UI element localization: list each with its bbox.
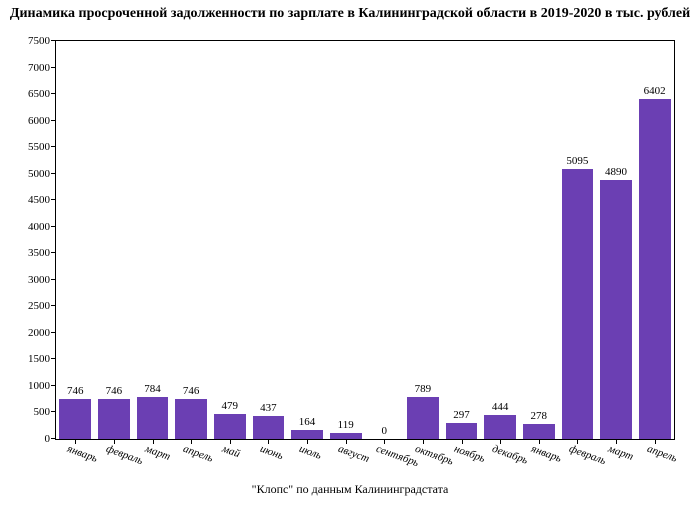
y-tick-mark bbox=[51, 252, 56, 253]
bar: 5095 bbox=[562, 169, 594, 439]
bar: 164 bbox=[291, 430, 323, 439]
x-tick-label: декабрь bbox=[491, 439, 531, 467]
y-tick-mark bbox=[51, 438, 56, 439]
bar-value-label: 444 bbox=[484, 401, 516, 415]
y-tick-mark bbox=[51, 226, 56, 227]
bar: 4890 bbox=[600, 180, 632, 439]
y-tick-mark bbox=[51, 93, 56, 94]
x-tick-label: февраль bbox=[568, 439, 609, 467]
x-tick-label: октябрь bbox=[413, 439, 456, 468]
bar-value-label: 6402 bbox=[639, 85, 671, 99]
x-tick-label: апрель bbox=[645, 439, 680, 465]
bar: 437 bbox=[253, 416, 285, 439]
x-tick-label: апрель bbox=[182, 439, 217, 465]
y-tick-label: 0 bbox=[45, 433, 57, 445]
bar-value-label: 479 bbox=[214, 400, 246, 414]
bar: 789 bbox=[407, 397, 439, 439]
bar: 444 bbox=[484, 415, 516, 439]
x-tick-label: ноябрь bbox=[452, 439, 488, 465]
y-tick-label: 2500 bbox=[28, 300, 56, 312]
bar-value-label: 789 bbox=[407, 383, 439, 397]
y-tick-mark bbox=[51, 305, 56, 306]
x-tick-label: июль bbox=[298, 439, 325, 462]
y-tick-label: 1500 bbox=[28, 353, 56, 365]
y-tick-mark bbox=[51, 199, 56, 200]
y-tick-label: 3000 bbox=[28, 274, 56, 286]
y-tick-mark bbox=[51, 332, 56, 333]
bar: 278 bbox=[523, 424, 555, 439]
y-tick-label: 1000 bbox=[28, 380, 56, 392]
x-tick-label: июнь bbox=[259, 439, 287, 462]
y-tick-mark bbox=[51, 120, 56, 121]
bar: 746 bbox=[175, 399, 207, 439]
chart-title: Динамика просроченной задолженности по з… bbox=[0, 6, 700, 22]
y-tick-mark bbox=[51, 173, 56, 174]
bar: 784 bbox=[137, 397, 169, 439]
bar-value-label: 0 bbox=[368, 425, 400, 439]
bar-value-label: 164 bbox=[291, 416, 323, 430]
y-tick-label: 500 bbox=[34, 406, 57, 418]
bar: 6402 bbox=[639, 99, 671, 439]
bar-value-label: 437 bbox=[253, 402, 285, 416]
x-tick-label: январь bbox=[529, 439, 564, 465]
y-tick-mark bbox=[51, 146, 56, 147]
y-tick-label: 5500 bbox=[28, 141, 56, 153]
y-tick-label: 4000 bbox=[28, 221, 56, 233]
y-tick-label: 5000 bbox=[28, 168, 56, 180]
x-tick-label: август bbox=[336, 439, 372, 465]
chart-container: Динамика просроченной задолженности по з… bbox=[0, 0, 700, 505]
x-tick-label: январь bbox=[66, 439, 101, 465]
y-tick-mark bbox=[51, 67, 56, 68]
y-tick-mark bbox=[51, 279, 56, 280]
bar-value-label: 5095 bbox=[562, 155, 594, 169]
bar-value-label: 746 bbox=[175, 385, 207, 399]
y-tick-label: 2000 bbox=[28, 327, 56, 339]
y-tick-mark bbox=[51, 40, 56, 41]
bar-value-label: 784 bbox=[137, 383, 169, 397]
bar-value-label: 119 bbox=[330, 419, 362, 433]
x-tick-label: март bbox=[143, 439, 173, 463]
bar: 746 bbox=[98, 399, 130, 439]
chart-source: "Клопс" по данным Калининградстата bbox=[0, 482, 700, 497]
bar: 479 bbox=[214, 414, 246, 439]
x-tick-label: март bbox=[607, 439, 637, 463]
x-tick-label: февраль bbox=[104, 439, 145, 467]
bar-value-label: 278 bbox=[523, 410, 555, 424]
y-tick-mark bbox=[51, 385, 56, 386]
y-tick-mark bbox=[51, 358, 56, 359]
bar: 746 bbox=[59, 399, 91, 439]
plot-area: 7467467847464794371641190789297444278509… bbox=[55, 40, 675, 440]
y-tick-label: 4500 bbox=[28, 194, 56, 206]
y-tick-label: 7000 bbox=[28, 62, 56, 74]
x-tick-label: май bbox=[220, 439, 242, 460]
bar: 297 bbox=[446, 423, 478, 439]
bar-value-label: 4890 bbox=[600, 166, 632, 180]
y-tick-mark bbox=[51, 411, 56, 412]
y-tick-label: 6000 bbox=[28, 115, 56, 127]
bar-value-label: 297 bbox=[446, 409, 478, 423]
y-tick-label: 7500 bbox=[28, 35, 56, 47]
bars-layer: 7467467847464794371641190789297444278509… bbox=[56, 41, 674, 439]
bar-value-label: 746 bbox=[59, 385, 91, 399]
y-tick-label: 6500 bbox=[28, 88, 56, 100]
y-tick-label: 3500 bbox=[28, 247, 56, 259]
bar-value-label: 746 bbox=[98, 385, 130, 399]
